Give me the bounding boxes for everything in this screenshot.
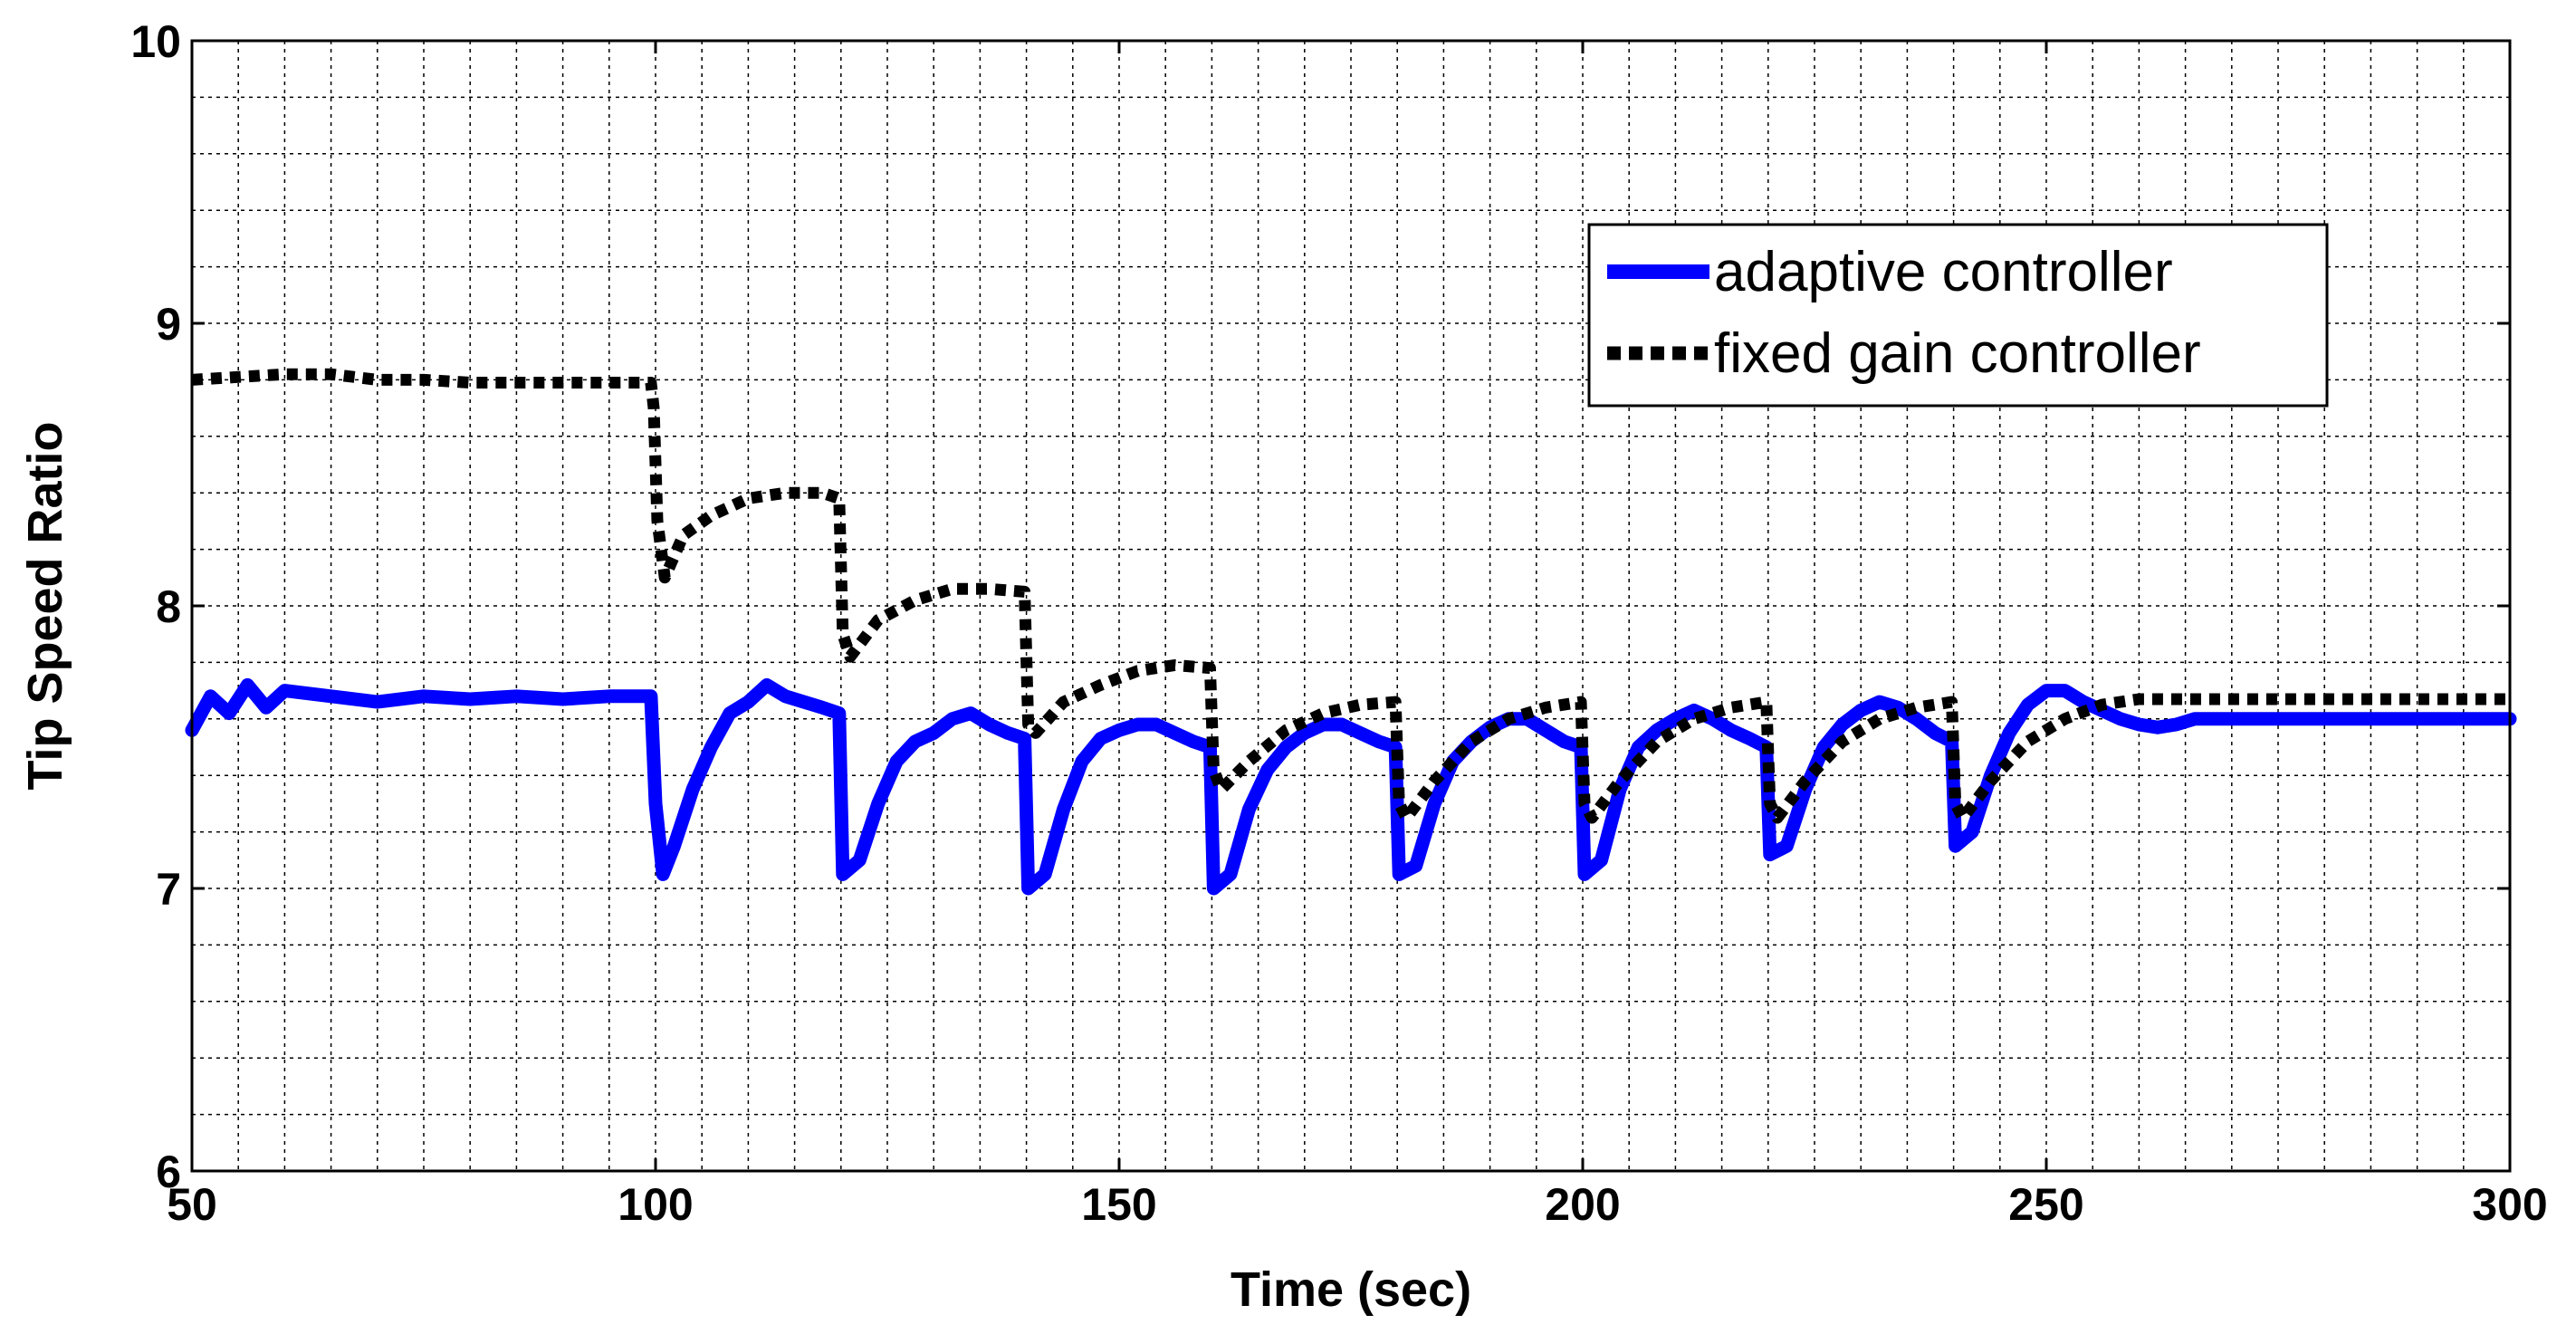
- y-axis-label: Tip Speed Ratio: [18, 421, 72, 790]
- y-tick-label: 10: [130, 16, 181, 67]
- x-tick-label: 300: [2472, 1179, 2547, 1230]
- x-tick-label: 50: [167, 1179, 217, 1230]
- legend: adaptive controller fixed gain controlle…: [1587, 223, 2329, 408]
- tick-labels: 50 100 150 200 250 300 6 7 8 9 10: [130, 16, 2547, 1230]
- y-tick-label: 8: [156, 581, 181, 632]
- x-axis-label: Time (sec): [1231, 1262, 1471, 1317]
- x-tick-label: 250: [2008, 1179, 2083, 1230]
- x-tick-label: 150: [1081, 1179, 1156, 1230]
- y-tick-label: 6: [156, 1147, 181, 1197]
- series-layer: [185, 368, 2517, 896]
- legend-label-adaptive: adaptive controller: [1714, 241, 2173, 303]
- legend-box: [1587, 223, 2329, 408]
- y-tick-label: 9: [156, 299, 181, 350]
- axis-ticks: [190, 39, 2512, 1173]
- x-tick-label: 100: [618, 1179, 693, 1230]
- legend-label-fixed-gain: fixed gain controller: [1714, 322, 2201, 385]
- series-line-fixed-gain-controller: [191, 368, 2510, 824]
- y-tick-label: 7: [156, 864, 181, 915]
- x-tick-label: 200: [1545, 1179, 1620, 1230]
- series-line-adaptive-controller: [185, 677, 2517, 896]
